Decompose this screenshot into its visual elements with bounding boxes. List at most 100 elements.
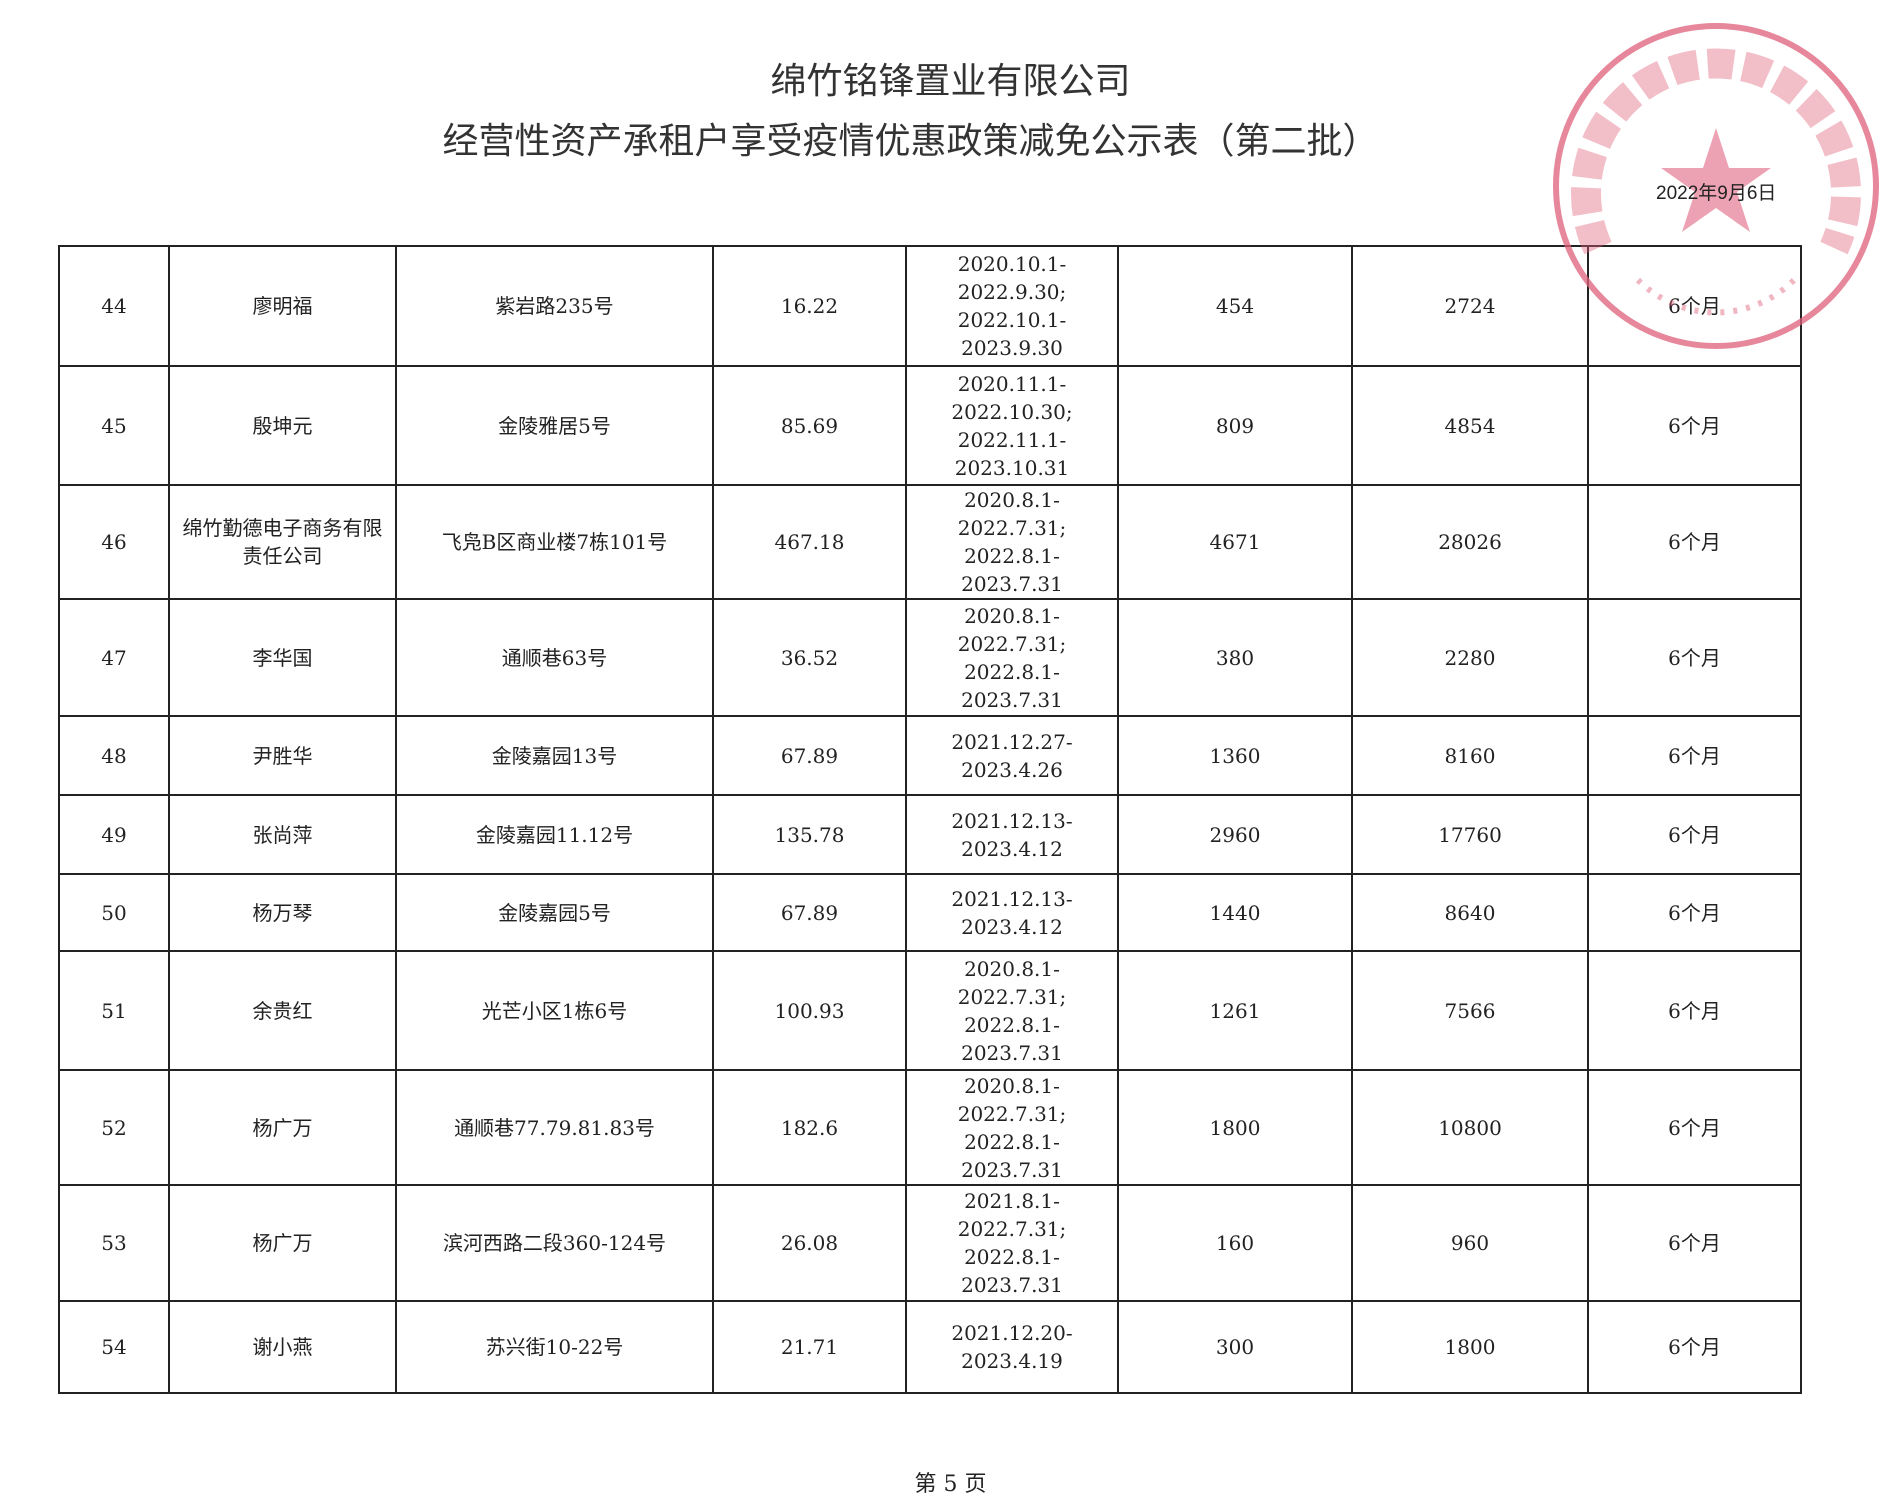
total-relief-cell: 10800: [1351, 1069, 1589, 1186]
monthly-relief-cell: 160: [1117, 1184, 1353, 1302]
total-relief-cell: 1800: [1351, 1300, 1589, 1394]
area-cell: 36.52: [712, 598, 907, 717]
monthly-relief-cell: 1261: [1117, 950, 1353, 1071]
relief-duration-cell: 6个月: [1587, 598, 1802, 717]
relief-duration-cell: 6个月: [1587, 245, 1802, 367]
total-relief-cell: 7566: [1351, 950, 1589, 1071]
lease-period-cell: 2020.10.1- 2022.9.30; 2022.10.1- 2023.9.…: [905, 245, 1119, 367]
relief-duration-cell: 6个月: [1587, 873, 1802, 952]
table-row: 51 余贵红 光芒小区1栋6号 100.93 2020.8.1- 2022.7.31; …: [58, 950, 1802, 1071]
lease-period-cell: 2021.12.13- 2023.4.12: [905, 873, 1119, 952]
relief-duration-cell: 6个月: [1587, 950, 1802, 1071]
lease-period-cell: 2020.8.1- 2022.7.31; 2022.8.1- 2023.7.31: [905, 1069, 1119, 1186]
table-row: 52 杨广万 通顺巷77.79.81.83号 182.6 2020.8.1- 2022.…: [58, 1069, 1802, 1186]
area-cell: 16.22: [712, 245, 907, 367]
property-address-cell: 通顺巷77.79.81.83号: [395, 1069, 714, 1186]
tenant-name-cell: 张尚萍: [168, 794, 397, 875]
lease-period-cell: 2020.8.1- 2022.7.31; 2022.8.1- 2023.7.31: [905, 950, 1119, 1071]
lease-period-cell: 2021.12.13- 2023.4.12: [905, 794, 1119, 875]
total-relief-cell: 8640: [1351, 873, 1589, 952]
lease-period-cell: 2020.8.1- 2022.7.31; 2022.8.1- 2023.7.31: [905, 484, 1119, 600]
monthly-relief-cell: 1440: [1117, 873, 1353, 952]
lease-period-cell: 2021.8.1- 2022.7.31; 2022.8.1- 2023.7.31: [905, 1184, 1119, 1302]
total-relief-cell: 8160: [1351, 715, 1589, 796]
document-title: 经营性资产承租户享受疫情优惠政策减免公示表（第二批）: [442, 121, 1379, 162]
property-address-cell: 苏兴街10-22号: [395, 1300, 714, 1394]
total-relief-cell: 28026: [1351, 484, 1589, 600]
monthly-relief-cell: 4671: [1117, 484, 1353, 600]
row-number-cell: 50: [58, 873, 170, 952]
relief-duration-cell: 6个月: [1587, 1300, 1802, 1394]
table-row: 54 谢小燕 苏兴街10-22号 21.71 2021.12.20- 2023.4.19…: [58, 1300, 1802, 1394]
tenant-name-cell: 谢小燕: [168, 1300, 397, 1394]
monthly-relief-cell: 1360: [1117, 715, 1353, 796]
relief-duration-cell: 6个月: [1587, 1069, 1802, 1186]
property-address-cell: 飞凫B区商业楼7栋101号: [395, 484, 714, 600]
property-address-cell: 滨河西路二段360-124号: [395, 1184, 714, 1302]
tenant-name-cell: 杨广万: [168, 1184, 397, 1302]
table-row: 44 廖明福 紫岩路235号 16.22 2020.10.1- 2022.9.30; 2…: [58, 245, 1802, 367]
relief-table: 44 廖明福 紫岩路235号 16.22 2020.10.1- 2022.9.30; 2…: [58, 245, 1802, 1394]
table-row: 47 李华国 通顺巷63号 36.52 2020.8.1- 2022.7.31; 202…: [58, 598, 1802, 717]
area-cell: 100.93: [712, 950, 907, 1071]
company-name: 绵竹铭锋置业有限公司: [770, 61, 1131, 102]
property-address-cell: 金陵嘉园13号: [395, 715, 714, 796]
tenant-name-cell: 尹胜华: [168, 715, 397, 796]
area-cell: 67.89: [712, 715, 907, 796]
table-row: 48 尹胜华 金陵嘉园13号 67.89 2021.12.27- 2023.4.26 13…: [58, 715, 1802, 796]
total-relief-cell: 2280: [1351, 598, 1589, 717]
table-row: 53 杨广万 滨河西路二段360-124号 26.08 2021.8.1- 2022.7…: [58, 1184, 1802, 1302]
tenant-name-cell: 杨万琴: [168, 873, 397, 952]
property-address-cell: 光芒小区1栋6号: [395, 950, 714, 1071]
total-relief-cell: 960: [1351, 1184, 1589, 1302]
relief-duration-cell: 6个月: [1587, 1184, 1802, 1302]
property-address-cell: 金陵嘉园5号: [395, 873, 714, 952]
row-number-cell: 48: [58, 715, 170, 796]
area-cell: 135.78: [712, 794, 907, 875]
relief-duration-cell: 6个月: [1587, 794, 1802, 875]
relief-duration-cell: 6个月: [1587, 715, 1802, 796]
tenant-name-cell: 绵竹勤德电子商务有限责任公司: [168, 484, 397, 600]
page-number: 第 5 页: [914, 1472, 987, 1497]
table-row: 46 绵竹勤德电子商务有限责任公司 飞凫B区商业楼7栋101号 467.18 2020.…: [58, 484, 1802, 600]
document-date: 2022年9月6日: [1656, 183, 1777, 204]
tenant-name-cell: 杨广万: [168, 1069, 397, 1186]
monthly-relief-cell: 2960: [1117, 794, 1353, 875]
relief-duration-cell: 6个月: [1587, 484, 1802, 600]
area-cell: 21.71: [712, 1300, 907, 1394]
tenant-name-cell: 殷坤元: [168, 365, 397, 486]
monthly-relief-cell: 809: [1117, 365, 1353, 486]
monthly-relief-cell: 1800: [1117, 1069, 1353, 1186]
row-number-cell: 47: [58, 598, 170, 717]
row-number-cell: 49: [58, 794, 170, 875]
table-row: 50 杨万琴 金陵嘉园5号 67.89 2021.12.13- 2023.4.12 144…: [58, 873, 1802, 952]
total-relief-cell: 17760: [1351, 794, 1589, 875]
tenant-name-cell: 李华国: [168, 598, 397, 717]
table-row: 45 殷坤元 金陵雅居5号 85.69 2020.11.1- 2022.10.30; 2…: [58, 365, 1802, 486]
lease-period-cell: 2021.12.27- 2023.4.26: [905, 715, 1119, 796]
area-cell: 26.08: [712, 1184, 907, 1302]
lease-period-cell: 2021.12.20- 2023.4.19: [905, 1300, 1119, 1394]
lease-period-cell: 2020.11.1- 2022.10.30; 2022.11.1- 2023.1…: [905, 365, 1119, 486]
tenant-name-cell: 余贵红: [168, 950, 397, 1071]
area-cell: 67.89: [712, 873, 907, 952]
relief-duration-cell: 6个月: [1587, 365, 1802, 486]
monthly-relief-cell: 300: [1117, 1300, 1353, 1394]
property-address-cell: 金陵嘉园11.12号: [395, 794, 714, 875]
row-number-cell: 46: [58, 484, 170, 600]
tenant-name-cell: 廖明福: [168, 245, 397, 367]
area-cell: 85.69: [712, 365, 907, 486]
row-number-cell: 44: [58, 245, 170, 367]
total-relief-cell: 4854: [1351, 365, 1589, 486]
property-address-cell: 通顺巷63号: [395, 598, 714, 717]
monthly-relief-cell: 380: [1117, 598, 1353, 717]
total-relief-cell: 2724: [1351, 245, 1589, 367]
area-cell: 467.18: [712, 484, 907, 600]
row-number-cell: 45: [58, 365, 170, 486]
row-number-cell: 54: [58, 1300, 170, 1394]
row-number-cell: 52: [58, 1069, 170, 1186]
monthly-relief-cell: 454: [1117, 245, 1353, 367]
area-cell: 182.6: [712, 1069, 907, 1186]
property-address-cell: 紫岩路235号: [395, 245, 714, 367]
property-address-cell: 金陵雅居5号: [395, 365, 714, 486]
